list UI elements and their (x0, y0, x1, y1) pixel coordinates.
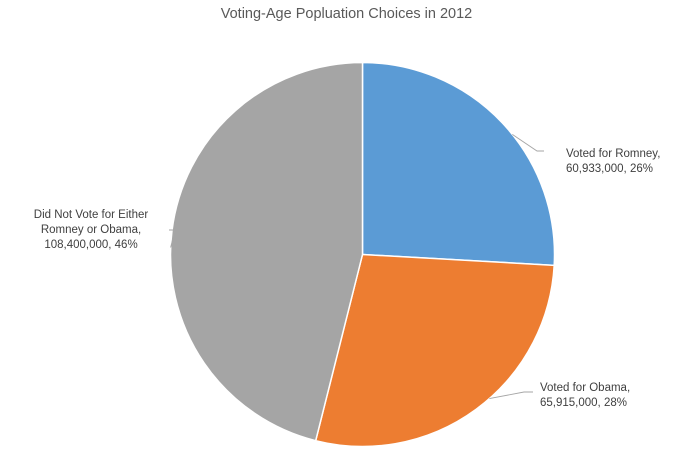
pie-slice-2 (169, 61, 364, 442)
slice-labels: Voted for Romney, 60,933,000, 26%Voted fo… (34, 148, 661, 409)
pie-slices (169, 61, 556, 448)
leader-line-1 (489, 391, 533, 400)
slice-label-line: 60,933,000, 26% (566, 163, 653, 175)
pie-slice-1 (314, 253, 555, 448)
slice-label-line: Did Not Vote for Either (34, 209, 149, 221)
slice-label-line: Voted for Romney, (566, 148, 660, 160)
slice-label-line: Voted for Obama, (540, 382, 630, 394)
slice-label-line: 65,915,000, 28% (540, 397, 627, 409)
slice-label-0: Voted for Romney, 60,933,000, 26% (566, 148, 660, 175)
leader-line-2 (169, 229, 176, 248)
leader-lines (169, 134, 544, 400)
chart-title: Voting-Age Popluation Choices in 2012 (221, 6, 473, 22)
slice-label-line: Romney or Obama, (41, 224, 141, 236)
slice-label-2: Did Not Vote for Either Romney or Obama, 1… (34, 209, 149, 251)
slice-label-line: 108,400,000, 46% (44, 239, 137, 251)
leader-line-0 (512, 134, 544, 152)
pie-slice-0 (361, 61, 556, 267)
slice-label-1: Voted for Obama, 65,915,000, 28% (540, 382, 630, 409)
